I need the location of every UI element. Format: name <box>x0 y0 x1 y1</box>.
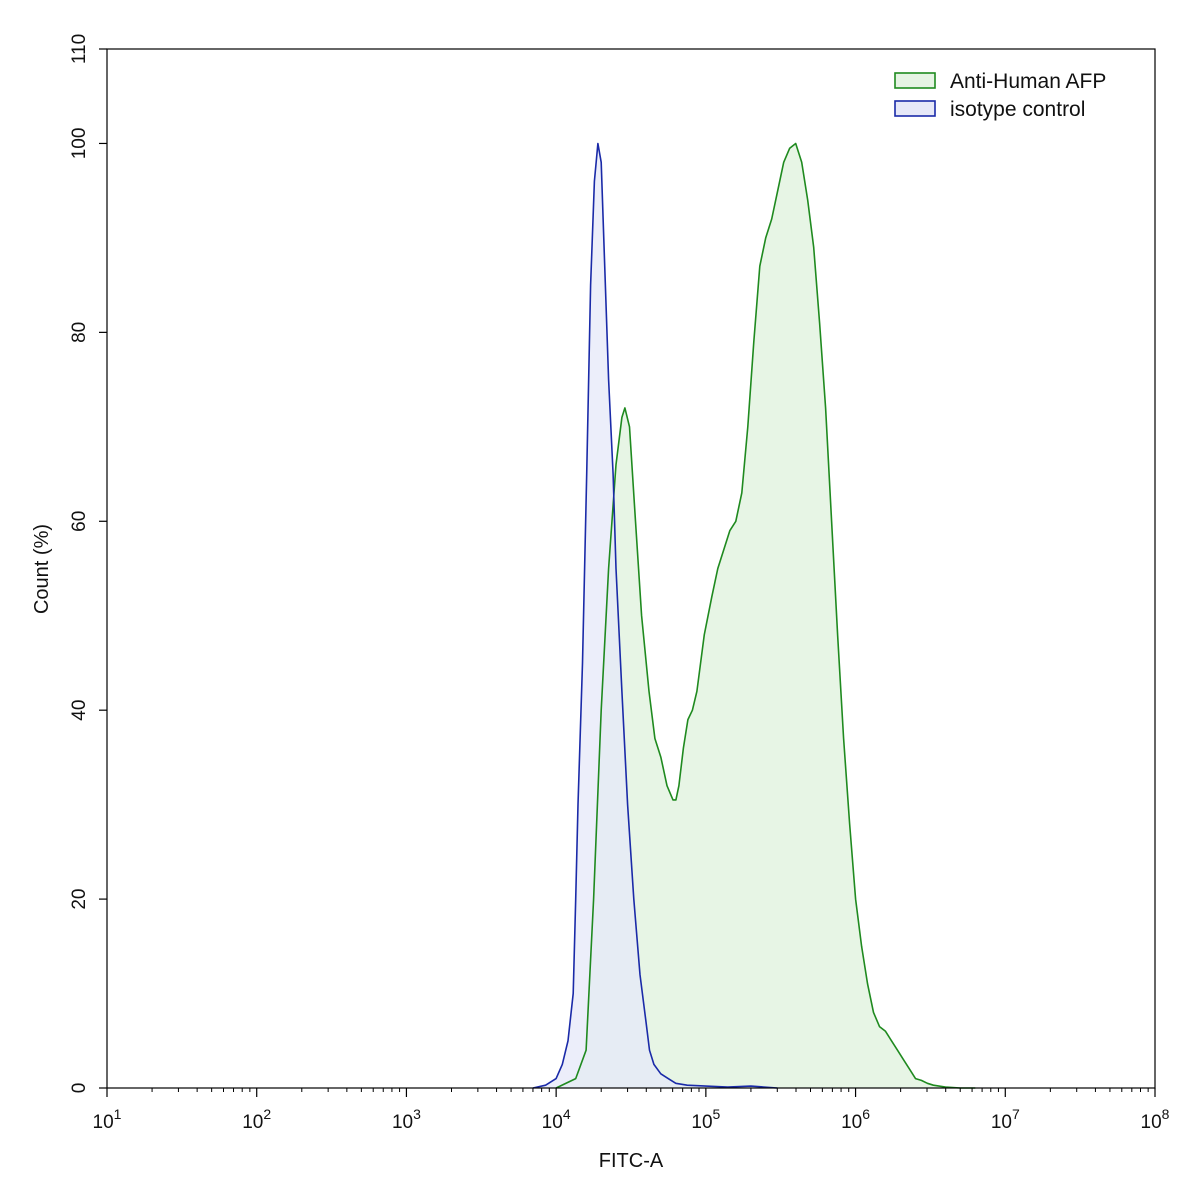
x-tick-label: 103 <box>392 1106 421 1133</box>
y-tick-label: 40 <box>69 700 90 721</box>
series-line-1 <box>532 142 778 1089</box>
series-area-1 <box>533 143 778 1088</box>
y-tick-label: 110 <box>69 34 90 64</box>
plot-frame <box>106 48 1156 1089</box>
x-tick-label: 107 <box>991 1106 1020 1133</box>
x-axis: 101 102 103 104 105 106 107 108 <box>93 1088 1170 1133</box>
x-tick-label: 106 <box>841 1106 870 1133</box>
series-area-0 <box>556 143 976 1088</box>
legend: Anti-Human AFP isotype control <box>894 70 1106 121</box>
x-tick-label: 108 <box>1141 1106 1170 1133</box>
y-tick-label: 80 <box>69 322 90 343</box>
series-line-0 <box>555 142 976 1089</box>
y-axis: 0 20 40 60 80 100 110 <box>69 34 107 1093</box>
legend-swatch <box>894 100 936 117</box>
y-axis-label: Count (%) <box>31 524 53 614</box>
legend-label: isotype control <box>950 98 1085 121</box>
x-tick-label: 104 <box>542 1106 571 1133</box>
legend-label: Anti-Human AFP <box>950 70 1106 93</box>
x-tick-label: 102 <box>242 1106 271 1133</box>
x-tick-label: 101 <box>93 1106 122 1133</box>
x-axis-label: FITC-A <box>599 1150 664 1172</box>
y-tick-label: 20 <box>69 889 90 910</box>
series-layer <box>532 142 976 1089</box>
x-tick-label: 105 <box>691 1106 720 1133</box>
y-tick-label: 100 <box>69 128 90 160</box>
legend-swatch <box>894 72 936 89</box>
y-tick-label: 0 <box>69 1083 90 1094</box>
y-tick-label: 60 <box>69 511 90 532</box>
